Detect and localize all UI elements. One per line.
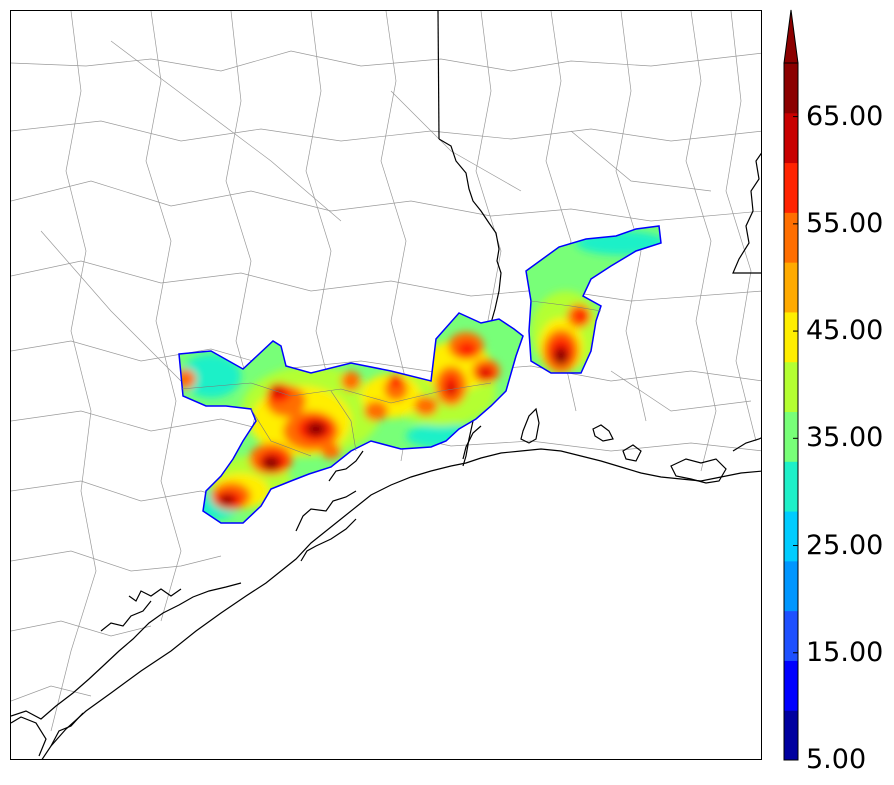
colorbar-segment: [784, 411, 798, 462]
colorbar-segment: [784, 311, 798, 363]
colorbar-tick-label: 65.00: [806, 100, 884, 132]
map-panel: [10, 10, 762, 760]
colorbar-segment: [784, 610, 798, 661]
colorbar-segment: [784, 162, 798, 213]
colorbar: 5.00 15.00 25.00 35.00 45.00 55.00 65.00: [780, 8, 894, 773]
colorbar-scale: [783, 9, 799, 761]
colorbar-outline: [783, 62, 799, 761]
colorbar-segment: [784, 461, 798, 512]
colorbar-segment: [784, 660, 798, 711]
colorbar-tick-label: 45.00: [806, 315, 884, 347]
colorbar-tick-label: 25.00: [806, 529, 884, 561]
colorbar-segment: [784, 262, 798, 313]
colorbar-tick-label: 55.00: [806, 207, 884, 239]
colorbar-extend-arrow: [783, 9, 799, 64]
colorbar-tick-label: 15.00: [806, 636, 884, 668]
colorbar-tick-label: 5.00: [806, 744, 867, 775]
colorbar-segment: [784, 361, 798, 412]
colorbar-tick-label: 35.00: [806, 422, 884, 454]
colorbar-segment: [784, 112, 798, 164]
colorbar-segment: [784, 560, 798, 612]
colorbar-segment: [784, 63, 798, 114]
coastline: [11, 407, 761, 759]
colorbar-segment: [784, 212, 798, 263]
precipitation-swath: [178, 225, 662, 524]
colorbar-segment: [784, 710, 798, 761]
map-canvas: [11, 11, 761, 759]
colorbar-segment: [784, 511, 798, 562]
